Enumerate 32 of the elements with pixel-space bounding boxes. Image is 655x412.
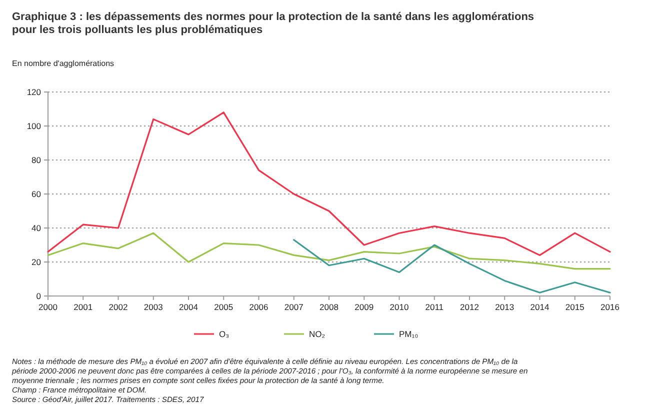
x-tick-label: 2004 — [179, 302, 198, 312]
x-tick-label: 2006 — [249, 302, 268, 312]
y-tick-label: 0 — [36, 290, 42, 301]
line-series — [47, 232, 611, 270]
y-axis-title: En nombre d'agglomérations — [12, 59, 114, 68]
y-tick-label: 60 — [32, 188, 42, 199]
x-tick-label: 2012 — [460, 302, 480, 312]
x-tick-label: 2003 — [144, 302, 164, 312]
x-tick-label: 2008 — [320, 302, 339, 312]
y-tick-label: 20 — [32, 256, 42, 267]
y-tick-label: 40 — [32, 222, 42, 233]
y-tick-label: 100 — [26, 120, 42, 131]
legend-label: PM₁₀ — [399, 328, 419, 339]
x-tick-label: 2015 — [565, 302, 585, 312]
line-series — [293, 239, 611, 294]
y-tick-label: 80 — [32, 154, 42, 165]
x-tick-label: 2001 — [74, 302, 93, 312]
x-tick-label: 2010 — [390, 302, 409, 312]
legend-label: O₃ — [219, 328, 230, 339]
chart-title: Graphique 3 : les dépassements des normes pour la protection de la santé dans les agglomérations pour les trois polluants les plus problématiques — [12, 11, 534, 36]
x-tick-label: 2011 — [425, 302, 444, 312]
x-tick-label: 2002 — [108, 302, 128, 312]
y-tick-label: 120 — [26, 86, 42, 97]
x-tick-label: 2000 — [38, 302, 58, 312]
x-tick-label: 2005 — [214, 302, 234, 312]
line-series — [47, 112, 611, 256]
x-tick-label: 2007 — [284, 302, 304, 312]
x-tick-label: 2009 — [354, 302, 374, 312]
legend-label: NO₂ — [309, 328, 326, 339]
x-tick-label: 2013 — [495, 302, 514, 312]
x-tick-label: 2016 — [600, 302, 620, 312]
x-tick-label: 2014 — [530, 302, 550, 312]
